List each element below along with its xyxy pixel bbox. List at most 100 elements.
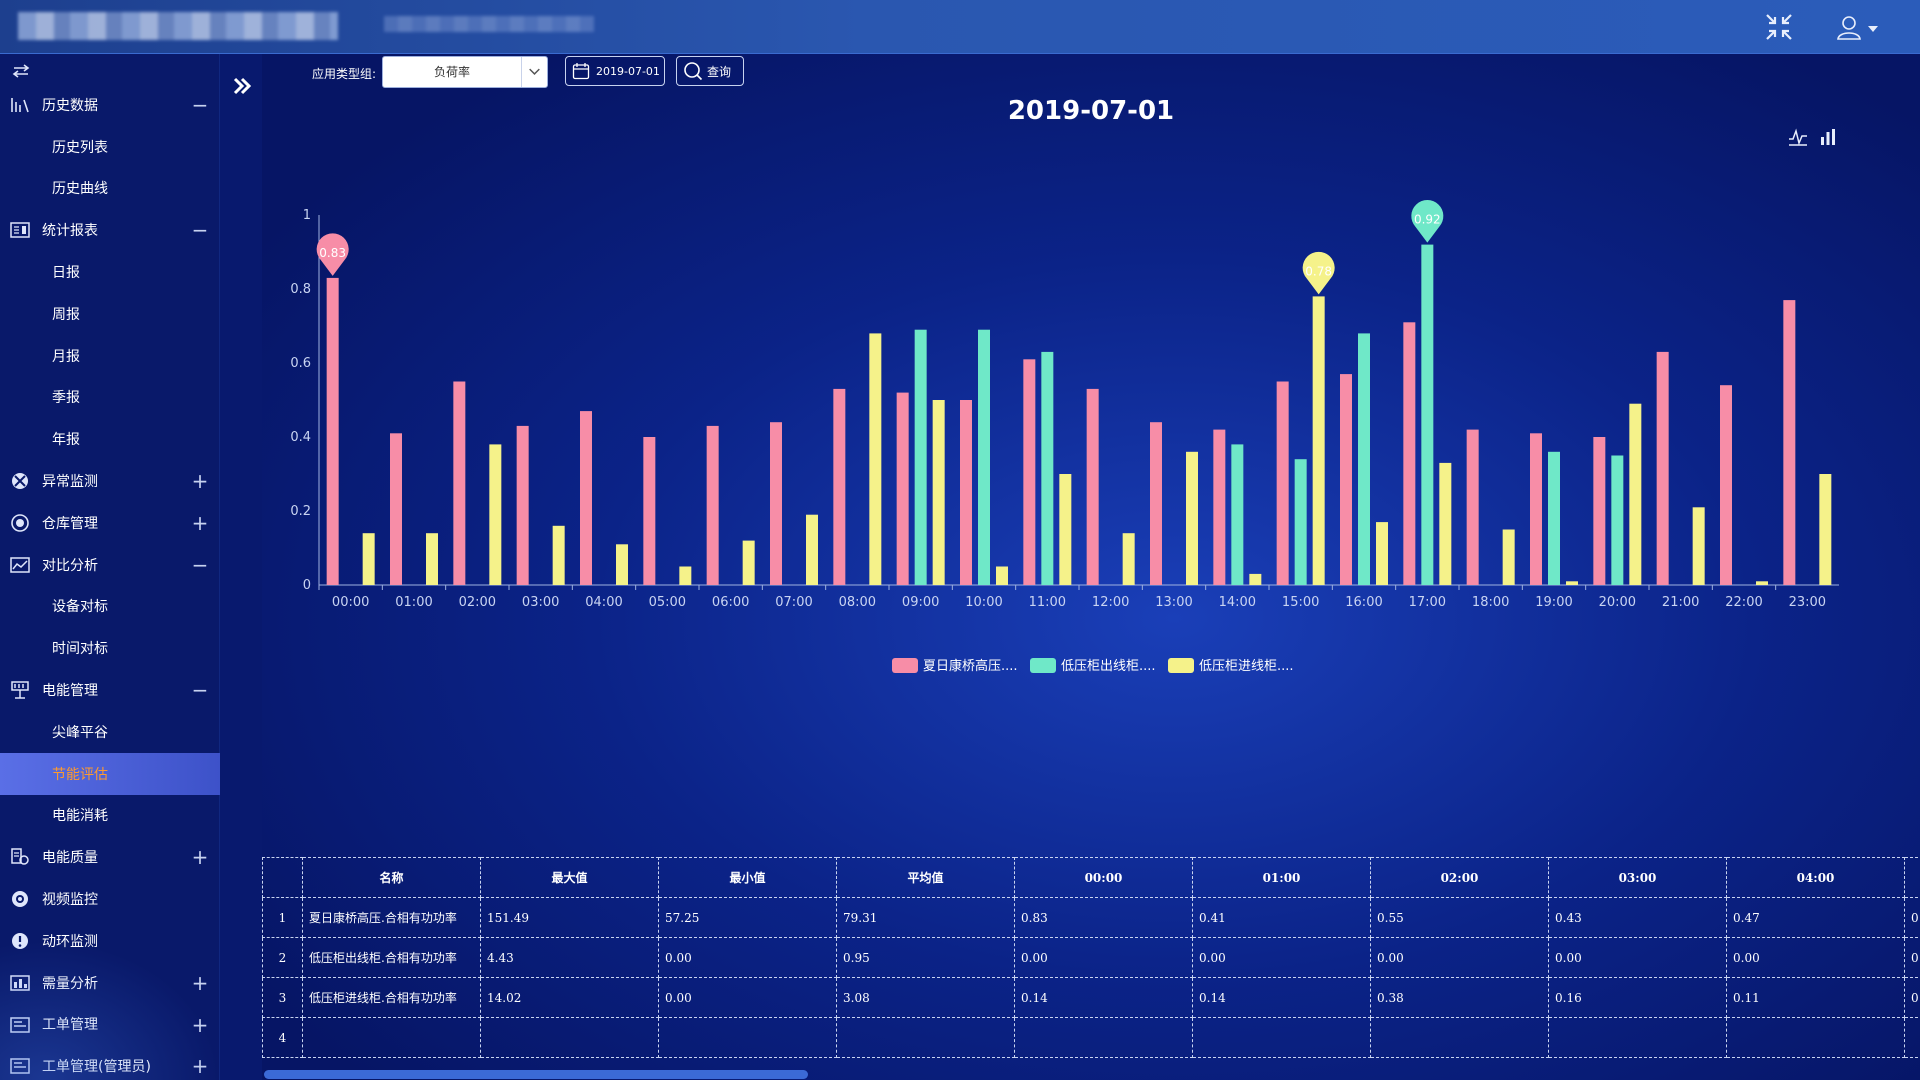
expand-plus-icon[interactable]: + bbox=[191, 845, 209, 870]
bar bbox=[616, 544, 628, 585]
bar bbox=[643, 437, 656, 585]
date-picker-button[interactable]: 2019-07-01 bbox=[565, 56, 665, 86]
x-tick-label: 04:00 bbox=[585, 595, 622, 610]
sidebar-item-label: 工单管理(管理员) bbox=[42, 1056, 151, 1076]
sidebar-item[interactable]: 异常监测 + bbox=[0, 460, 220, 502]
x-tick-label: 10:00 bbox=[965, 595, 1002, 610]
max-marker-pin bbox=[1302, 251, 1335, 295]
table-cell bbox=[1904, 1017, 1920, 1058]
bar bbox=[1041, 351, 1054, 585]
sidebar-item[interactable]: 历史数据 − bbox=[0, 84, 220, 126]
energy-icon bbox=[11, 681, 29, 699]
sidebar-item[interactable]: 仓库管理 + bbox=[0, 502, 220, 544]
sidebar-decoration bbox=[0, 940, 220, 1080]
x-tick-label: 23:00 bbox=[1789, 595, 1826, 610]
sidebar-item[interactable]: 电能管理 − bbox=[0, 669, 220, 711]
x-tick-label: 03:00 bbox=[522, 595, 559, 610]
sidebar-item[interactable]: 电能消耗 bbox=[0, 795, 220, 837]
max-marker-pin bbox=[1411, 200, 1444, 243]
sidebar-item[interactable]: 设备对标 bbox=[0, 586, 220, 628]
sidebar-item[interactable]: 历史列表 bbox=[0, 126, 220, 168]
x-tick-label: 09:00 bbox=[902, 595, 939, 610]
table-header-cell: 最大值 bbox=[480, 857, 659, 898]
table-cell: 0.16 bbox=[1548, 977, 1727, 1018]
collapse-minus-icon[interactable]: − bbox=[191, 678, 209, 703]
query-button[interactable]: 查询 bbox=[676, 56, 744, 86]
bar bbox=[1376, 522, 1388, 585]
sidebar-item[interactable]: 季报 bbox=[0, 377, 220, 419]
x-tick-label: 16:00 bbox=[1345, 595, 1382, 610]
table-row[interactable]: 4 bbox=[262, 1017, 1920, 1058]
bar bbox=[1086, 388, 1099, 585]
sidebar-item-label: 历史列表 bbox=[52, 139, 108, 156]
max-marker-label: 0.83 bbox=[319, 246, 346, 260]
sidebar-item[interactable]: 视频监控 bbox=[0, 878, 220, 920]
sidebar-item[interactable]: 日报 bbox=[0, 251, 220, 293]
bar bbox=[1276, 381, 1289, 585]
collapse-minus-icon[interactable]: − bbox=[191, 552, 209, 577]
table-cell: 1 bbox=[262, 897, 303, 938]
bar bbox=[1692, 507, 1705, 585]
bar bbox=[1059, 474, 1072, 585]
sidebar-item[interactable]: 周报 bbox=[0, 293, 220, 335]
sidebar-item[interactable]: 节能评估 bbox=[0, 752, 220, 795]
caret-down-icon[interactable] bbox=[1868, 24, 1878, 34]
sidebar-item[interactable]: 需量分析 + bbox=[0, 962, 220, 1004]
sidebar-item[interactable]: 尖峰平谷 bbox=[0, 711, 220, 753]
table-row[interactable]: 3 低压柜进线柜.合相有功功率 14.02 0.00 3.08 0.14 0.14 0.38 0… bbox=[262, 977, 1920, 1018]
expand-plus-icon[interactable]: + bbox=[191, 469, 209, 494]
horizontal-scrollbar[interactable] bbox=[264, 1070, 808, 1079]
swap-arrows-icon[interactable] bbox=[12, 64, 30, 78]
expand-plus-icon[interactable]: + bbox=[191, 510, 209, 535]
table-cell bbox=[1192, 1017, 1371, 1058]
expand-plus-icon[interactable]: + bbox=[190, 1056, 210, 1076]
sidebar-item[interactable]: 电能质量 + bbox=[0, 836, 220, 878]
expand-plus-icon[interactable]: + bbox=[190, 973, 210, 993]
table-cell: 夏日康桥高压.合相有功功率 bbox=[302, 897, 481, 938]
sidebar-item[interactable]: 时间对标 bbox=[0, 627, 220, 669]
bar bbox=[326, 277, 339, 585]
compress-icon[interactable] bbox=[1764, 12, 1794, 42]
bar bbox=[1312, 296, 1325, 585]
table-header-cell: 最小值 bbox=[658, 857, 837, 898]
collapse-minus-icon[interactable]: − bbox=[191, 218, 209, 243]
sidebar-item[interactable]: 月报 bbox=[0, 335, 220, 377]
sidebar-item-label: 月报 bbox=[52, 348, 80, 365]
sidebar-item[interactable]: 历史曲线 bbox=[0, 168, 220, 210]
table-cell: 4.43 bbox=[480, 937, 659, 978]
table-row[interactable]: 2 低压柜出线柜.合相有功功率 4.43 0.00 0.95 0.00 0.00 0.00 0.… bbox=[262, 937, 1920, 978]
bar bbox=[1819, 474, 1832, 585]
sidebar-item[interactable]: 对比分析 − bbox=[0, 544, 220, 586]
user-icon[interactable] bbox=[1836, 14, 1862, 40]
quality-icon bbox=[11, 848, 29, 866]
chart-title: 2019-07-01 bbox=[1007, 96, 1175, 126]
bar bbox=[960, 400, 972, 585]
double-chevron-right-icon[interactable] bbox=[232, 76, 252, 96]
x-tick-label: 12:00 bbox=[1092, 595, 1129, 610]
collapse-minus-icon[interactable]: − bbox=[191, 93, 209, 117]
history-data-icon bbox=[11, 98, 29, 113]
type-group-select[interactable]: 负荷率 bbox=[382, 56, 548, 88]
sidebar-item[interactable]: 工单管理(管理员) + bbox=[0, 1045, 220, 1080]
expand-plus-icon[interactable]: + bbox=[190, 1015, 210, 1035]
table-cell: 4 bbox=[262, 1017, 303, 1058]
workorder-admin-icon bbox=[10, 1058, 30, 1075]
table-cell: 0.95 bbox=[836, 937, 1015, 978]
sidebar-item[interactable]: 统计报表 − bbox=[0, 209, 220, 251]
sidebar-item[interactable]: 动环监测 bbox=[0, 920, 220, 962]
bar-chart-toggle-icon[interactable] bbox=[1818, 128, 1838, 146]
max-marker-pin bbox=[316, 233, 349, 276]
sidebar-item[interactable]: 年报 bbox=[0, 418, 220, 460]
sidebar-item-label: 仓库管理 bbox=[42, 515, 98, 532]
sidebar-item[interactable]: 工单管理 + bbox=[0, 1004, 220, 1046]
sidebar-item-label: 电能消耗 bbox=[52, 808, 108, 825]
bar bbox=[1294, 459, 1307, 585]
line-chart-toggle-icon[interactable] bbox=[1788, 128, 1808, 146]
chevron-down-icon[interactable] bbox=[521, 57, 547, 87]
legend-swatch bbox=[892, 658, 918, 673]
bar bbox=[996, 566, 1008, 585]
sidebar-item-label: 历史数据 bbox=[42, 97, 98, 114]
sidebar-item-label: 工单管理 bbox=[42, 1014, 98, 1034]
x-tick-label: 21:00 bbox=[1662, 595, 1699, 610]
table-row[interactable]: 1 夏日康桥高压.合相有功功率 151.49 57.25 79.31 0.83 0.41 0.… bbox=[262, 897, 1920, 938]
